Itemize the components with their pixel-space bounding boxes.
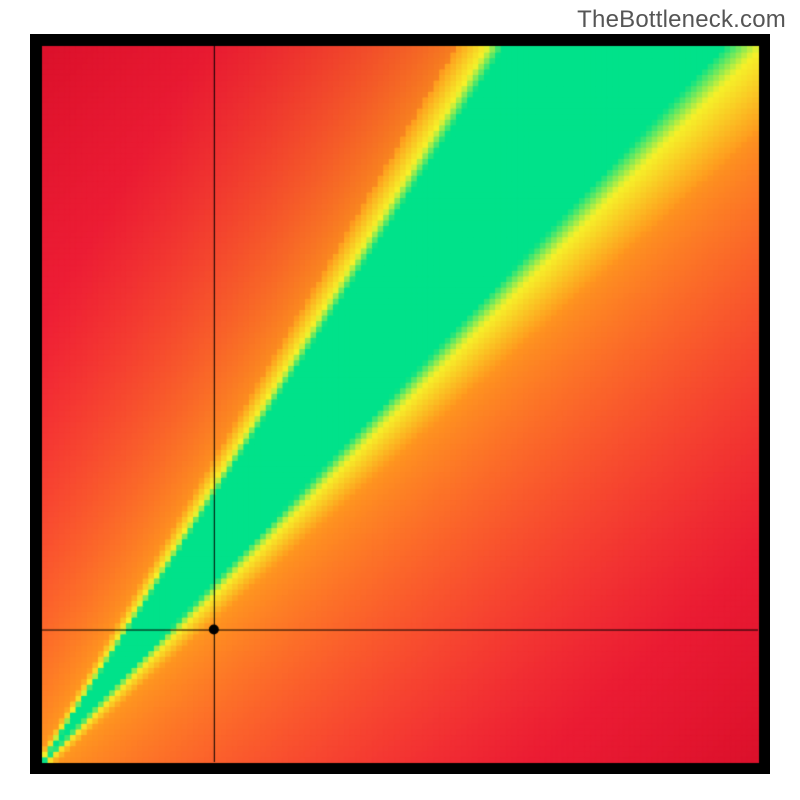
page-root: TheBottleneck.com: [0, 0, 800, 800]
bottleneck-heatmap: [30, 34, 770, 774]
site-watermark: TheBottleneck.com: [577, 6, 786, 34]
heatmap-plot-frame: [30, 34, 770, 774]
